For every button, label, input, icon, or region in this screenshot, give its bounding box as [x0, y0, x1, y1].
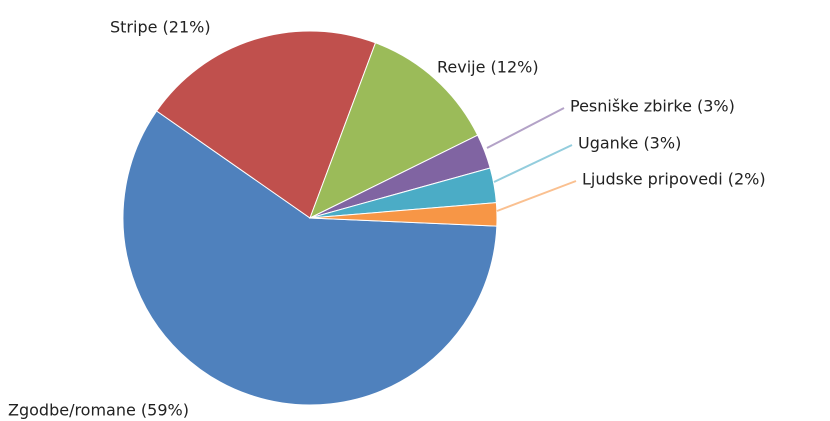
pie-slice — [309, 202, 498, 227]
slice-label: Zgodbe/romane (59%) — [8, 401, 189, 420]
pie-slice — [155, 30, 377, 219]
slice-label: Ljudske pripovedi (2%) — [582, 170, 766, 189]
leader-line — [496, 180, 577, 212]
pie-slice — [122, 110, 498, 406]
slice-label: Uganke (3%) — [578, 134, 681, 153]
slice-label: Revije (12%) — [437, 58, 539, 77]
pie-slice — [309, 42, 479, 220]
slice-label: Pesniške zbirke (3%) — [570, 97, 735, 116]
leader-line — [486, 107, 565, 149]
slice-label: Stripe (21%) — [110, 18, 211, 37]
leader-line — [493, 144, 573, 183]
